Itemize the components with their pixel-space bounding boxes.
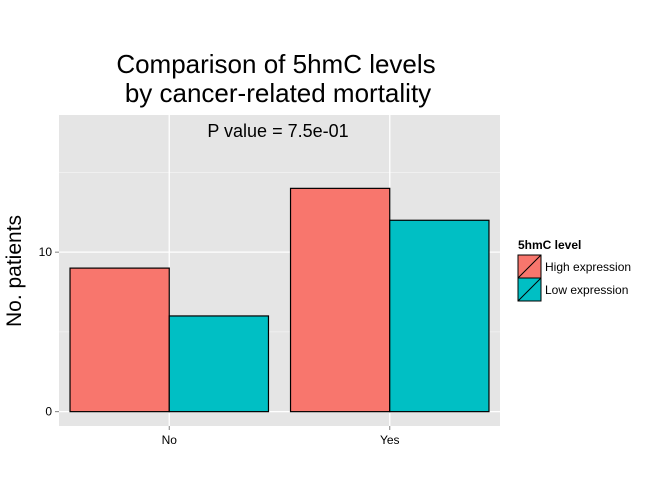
- bar-no-high-expression: [69, 267, 170, 413]
- x-tick-label: Yes: [380, 433, 400, 447]
- x-axis: No Yes: [162, 426, 400, 447]
- x-tick-label: No: [162, 433, 178, 447]
- p-value-annotation: P value = 7.5e-01: [207, 121, 348, 141]
- bar-yes-low-expression: [389, 219, 490, 413]
- bars: [69, 187, 490, 413]
- y-axis: 0 10: [39, 245, 59, 419]
- legend: 5hmC level High expression Low expression: [517, 238, 631, 302]
- legend-key-slash: [517, 277, 542, 302]
- y-tick-label: 0: [45, 405, 52, 419]
- bar-yes-high-expression: [289, 187, 391, 413]
- legend-label: High expression: [545, 260, 631, 274]
- legend-title: 5hmC level: [518, 238, 581, 252]
- legend-label: Low expression: [545, 283, 628, 297]
- bar-no-low-expression: [168, 315, 270, 413]
- chart-title-line2: by cancer-related mortality: [125, 78, 431, 108]
- y-axis-label: No. patients: [3, 215, 26, 327]
- chart-title-line1: Comparison of 5hmC levels: [116, 49, 435, 79]
- y-tick-label: 10: [39, 245, 53, 259]
- legend-key-slash: [517, 254, 542, 279]
